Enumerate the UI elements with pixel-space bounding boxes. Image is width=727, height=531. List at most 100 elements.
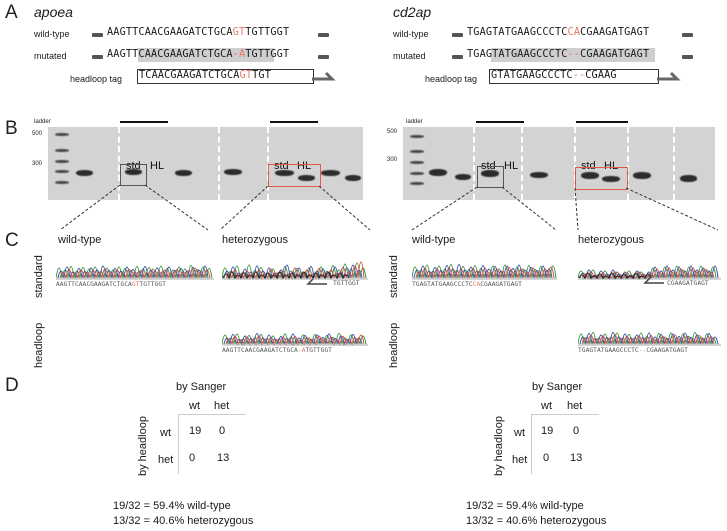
gel-band [275,170,294,176]
ladder-label: ladder [406,119,423,125]
panel-label-a: A [5,2,18,23]
dna-end-line [92,33,103,37]
stat-heterozygous: 13/32 = 40.6% heterozygous [113,515,254,527]
tag-match-highlight [491,48,655,62]
gel-image-apoea [48,127,363,200]
gel-band [125,169,142,175]
ladder-band [55,160,69,163]
lane-label-std: std [126,160,141,172]
table-rule [531,414,599,415]
primer-arrow-icon [657,71,681,81]
panel-label-d: D [5,375,19,396]
cell-het-wt: 0 [543,452,550,464]
trace-title-heterozygous: heterozygous [578,234,645,246]
sanger-trace-heterozygous-headloop [578,332,721,346]
row-label-mutated: mutated [393,51,426,61]
cell-wt-het: 0 [219,425,226,437]
ladder-band [55,133,69,136]
row-label-wildtype: wild-type [34,29,70,39]
lane-group-bar [120,121,168,123]
row-label-wildtype: wild-type [393,29,429,39]
bp-marker-500: 500 [387,129,398,135]
col-header-wt: wt [541,400,552,412]
selection-box-heterozygous [575,167,628,190]
table-rule [178,414,179,474]
row-label-headloop-tag: headloop tag [70,74,123,84]
lane-separator [267,127,269,200]
gel-band [345,175,361,181]
lane-separator [118,127,120,200]
lane-group-bar [476,121,524,123]
row-label-headloop: headloop [388,322,400,368]
sequence-headloop-tag: GTATGAAGCCCTC--CGAAG [491,70,617,81]
trace-sequence-heterozygous: CGAAGATGAGT [667,280,709,287]
trace-sequence-headloop: AAGTTCAACGAAGATCTGCA-ATGTTGGT [222,347,332,354]
headloop-tag-box [489,69,659,84]
ladder-band [410,182,424,185]
gel-band [680,175,697,182]
table-rule [531,414,532,474]
cell-het-wt: 0 [189,452,196,464]
sequence-wildtype: AAGTTCAACGAAGATCTGCAGTTGTTGGT [107,27,290,38]
ladder-band [55,170,69,173]
sequence-mutated: TGAGTATGAAGCCCTC--CGAAGATGAGT [467,49,650,60]
dna-end-line [452,33,463,37]
lane-group-bar [576,121,628,123]
lane-label-hl: HL [297,160,312,172]
row-label-headloop: headloop [33,322,45,368]
sanger-trace-heterozygous-headloop [222,333,368,346]
read-direction-arrow-icon [306,278,327,285]
sequence-wildtype: TGAGTATGAAGCCCTCCACGAAGATGAGT [467,27,650,38]
gel-band [633,172,651,179]
bp-marker-300: 300 [32,161,43,167]
gel-band [298,175,315,181]
lane-label-hl: HL [604,160,619,172]
row-label-mutated: mutated [34,51,67,61]
axis-label-by-sanger: by Sanger [532,381,583,393]
gel-band [429,169,447,176]
gel-band [581,172,599,179]
col-header-wt: wt [189,400,200,412]
trace-sequence-heterozygous: TGTTGGT [333,280,360,287]
primer-arrow-icon [312,71,336,81]
ladder-band [410,161,424,164]
dna-end-line [452,55,463,59]
headloop-tag-box [137,69,314,84]
axis-label-by-headloop: by headloop [493,416,505,476]
axis-label-by-headloop: by headloop [137,416,149,476]
cell-wt-wt: 19 [189,425,202,437]
gene-name-apoea: apoea [34,4,73,20]
trace-sequence-wildtype: TGAGTATGAAGCCCTCCACGAAGATGAGT [412,281,522,288]
trace-sequence-wildtype: AAGTTCAACGAAGATCTGCAGTTGTTGGT [56,281,166,288]
sanger-trace-wildtype-standard [412,264,557,280]
row-header-wt: wt [160,427,171,439]
trace-title-wildtype: wild-type [412,234,456,246]
gene-name-cd2ap: cd2ap [393,4,432,20]
gel-band [224,169,242,175]
ladder-band [410,172,424,175]
sequence-headloop-tag: TCAACGAAGATCTGCAGTTGT [139,70,271,81]
cell-wt-het: 0 [573,425,580,437]
cell-wt-wt: 19 [541,425,554,437]
row-header-het: het [512,454,528,466]
gel-band [321,170,340,176]
panel-label-c: C [5,230,19,251]
dna-end-line [92,55,103,59]
dna-end-line [318,33,329,37]
trace-title-heterozygous: heterozygous [222,234,289,246]
lane-separator [218,127,220,200]
ladder-label: ladder [34,119,51,125]
dna-end-line [682,33,693,37]
cell-het-het: 13 [570,452,583,464]
read-direction-arrow-icon [643,277,664,284]
stat-heterozygous: 13/32 = 40.6% heterozygous [466,515,607,527]
selection-box-heterozygous [268,164,321,187]
row-label-standard: standard [388,255,400,298]
row-header-wt: wt [514,427,525,439]
lane-separator [673,127,675,200]
lane-separator [574,127,576,200]
selection-box-wildtype [477,166,504,188]
sanger-trace-wildtype-standard [56,265,214,280]
axis-label-by-sanger: by Sanger [176,381,227,393]
